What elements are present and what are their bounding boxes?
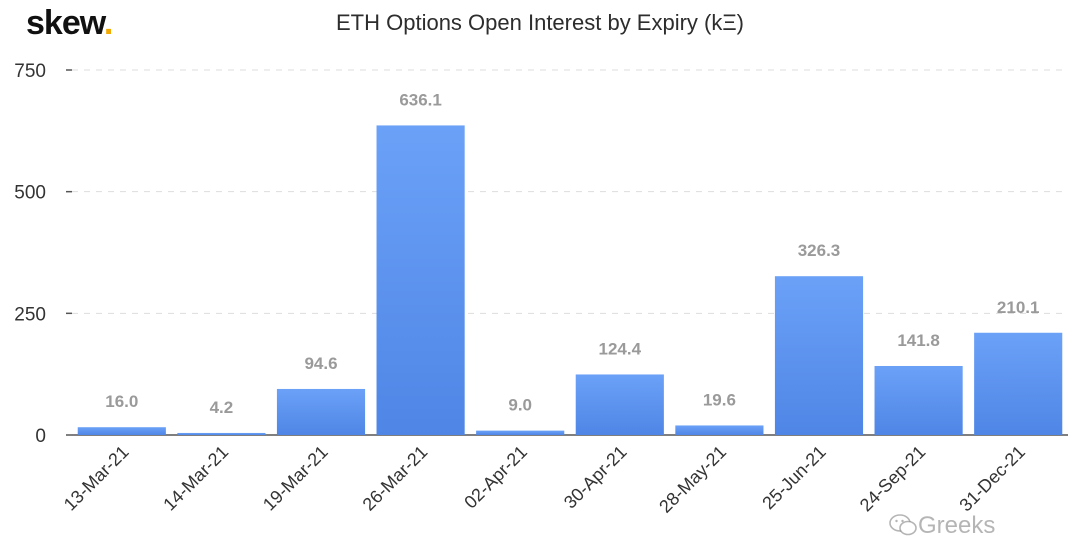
data-labels: 16.0 4.2 94.6 636.1 9.0 124.4 19.6 326.3 141.8 21… <box>105 90 1039 417</box>
logo-dot: . <box>103 4 114 42</box>
logo-text: skew <box>26 4 105 42</box>
bar <box>476 430 565 435</box>
data-label: 326.3 <box>798 241 841 260</box>
y-tick-label: 250 <box>14 304 46 325</box>
x-tick-label: 31-Dec-21 <box>955 442 1029 516</box>
x-tick-label: 26-Mar-21 <box>359 442 432 515</box>
gridlines <box>72 69 1068 314</box>
y-tick-label: 750 <box>14 61 46 82</box>
data-label: 141.8 <box>897 331 940 350</box>
x-tick-label: 30-Apr-21 <box>560 442 631 513</box>
data-label: 19.6 <box>703 390 736 409</box>
x-tick-label: 25-Jun-21 <box>758 442 829 513</box>
x-tick-label: 02-Apr-21 <box>460 442 531 513</box>
bar <box>376 125 465 435</box>
x-tick-label: 13-Mar-21 <box>60 442 133 515</box>
x-tick-label: 14-Mar-21 <box>159 442 232 515</box>
data-label: 4.2 <box>210 398 234 417</box>
x-tick-label: 28-May-21 <box>655 442 730 517</box>
data-label: 636.1 <box>399 90 442 109</box>
bar <box>974 332 1063 435</box>
wechat-icon <box>889 514 917 536</box>
bar <box>675 425 764 435</box>
x-axis: 13-Mar-21 14-Mar-21 19-Mar-21 26-Mar-21 02-A… <box>60 442 1029 517</box>
bars <box>77 125 1063 435</box>
skew-logo: skew. <box>26 4 114 43</box>
watermark-text: Greeks <box>918 512 996 539</box>
x-tick-label: 19-Mar-21 <box>259 442 332 515</box>
bar <box>77 427 166 435</box>
bar <box>774 276 864 435</box>
data-label: 94.6 <box>304 354 337 373</box>
y-tick-label: 500 <box>14 183 46 204</box>
data-label: 210.1 <box>997 298 1040 317</box>
x-tick-label: 24-Sep-21 <box>856 442 930 516</box>
bar <box>575 374 664 435</box>
data-label: 9.0 <box>508 396 532 415</box>
bar <box>874 365 963 435</box>
bar <box>276 388 366 435</box>
chart-title: ETH Options Open Interest by Expiry (kΞ) <box>336 10 744 35</box>
data-label: 124.4 <box>599 339 642 358</box>
y-tick-label: 0 <box>35 426 46 447</box>
bar <box>177 432 266 435</box>
data-label: 16.0 <box>105 392 138 411</box>
